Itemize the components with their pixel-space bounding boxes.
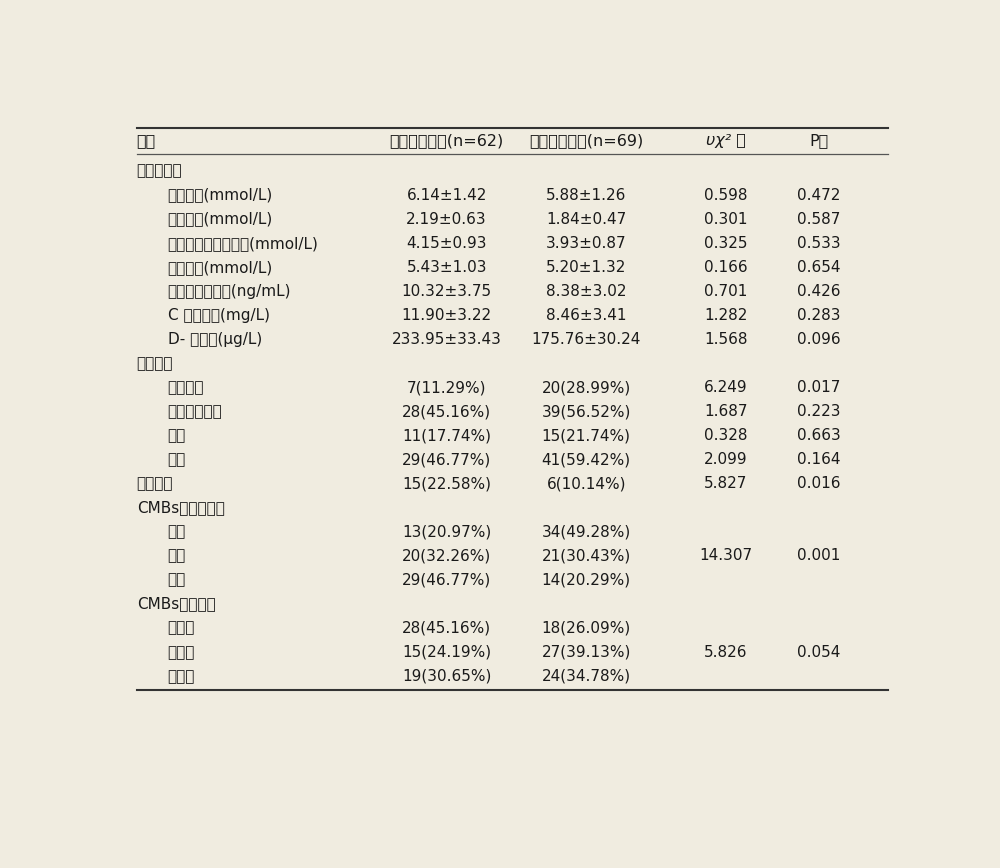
Text: 项目: 项目	[137, 134, 156, 148]
Text: 中度: 中度	[168, 549, 186, 563]
Text: 0.017: 0.017	[797, 380, 840, 395]
Text: 8.38±3.02: 8.38±3.02	[546, 284, 626, 299]
Text: 7(11.29%): 7(11.29%)	[407, 380, 486, 395]
Text: 5.88±1.26: 5.88±1.26	[546, 187, 626, 202]
Text: CMBs病灶数分级: CMBs病灶数分级	[137, 500, 224, 516]
Text: 18(26.09%): 18(26.09%)	[542, 621, 631, 635]
Text: 14.307: 14.307	[699, 549, 752, 563]
Text: 抗血小板聚集: 抗血小板聚集	[168, 404, 222, 419]
Text: 29(46.77%): 29(46.77%)	[402, 573, 491, 588]
Text: 24(34.78%): 24(34.78%)	[542, 668, 631, 684]
Text: 5.20±1.32: 5.20±1.32	[546, 260, 626, 275]
Text: 29(46.77%): 29(46.77%)	[402, 452, 491, 467]
Text: 0.164: 0.164	[797, 452, 840, 467]
Text: 15(24.19%): 15(24.19%)	[402, 645, 491, 660]
Text: 20(32.26%): 20(32.26%)	[402, 549, 491, 563]
Text: 14(20.29%): 14(20.29%)	[542, 573, 631, 588]
Text: 39(56.52%): 39(56.52%)	[541, 404, 631, 419]
Text: 0.663: 0.663	[797, 428, 840, 444]
Text: 13(20.97%): 13(20.97%)	[402, 524, 491, 539]
Text: 6.14±1.42: 6.14±1.42	[406, 187, 487, 202]
Text: 0.301: 0.301	[704, 212, 747, 227]
Text: 11(17.74%): 11(17.74%)	[402, 428, 491, 444]
Text: 6.249: 6.249	[704, 380, 747, 395]
Text: υχ² 值: υχ² 值	[706, 134, 746, 148]
Text: D- 二聚体(μg/L): D- 二聚体(μg/L)	[168, 332, 262, 347]
Text: 0.016: 0.016	[797, 477, 840, 491]
Text: 28(45.16%): 28(45.16%)	[402, 621, 491, 635]
Text: 0.654: 0.654	[797, 260, 840, 275]
Text: 预后不良亚组(n=62): 预后不良亚组(n=62)	[390, 134, 504, 148]
Text: 15(22.58%): 15(22.58%)	[402, 477, 491, 491]
Text: 11.90±3.22: 11.90±3.22	[402, 308, 492, 323]
Text: 15(21.74%): 15(21.74%)	[542, 428, 631, 444]
Text: P值: P值	[809, 134, 828, 148]
Text: 1.568: 1.568	[704, 332, 747, 347]
Text: 0.223: 0.223	[797, 404, 840, 419]
Text: 34(49.28%): 34(49.28%)	[542, 524, 631, 539]
Text: 10.32±3.75: 10.32±3.75	[402, 284, 492, 299]
Text: 0.587: 0.587	[797, 212, 840, 227]
Text: 0.283: 0.283	[797, 308, 840, 323]
Text: 空腹血糖(mmol/L): 空腹血糖(mmol/L)	[168, 260, 273, 275]
Text: 1.282: 1.282	[704, 308, 747, 323]
Text: 他汀: 他汀	[168, 452, 186, 467]
Text: 233.95±33.43: 233.95±33.43	[392, 332, 502, 347]
Text: 175.76±30.24: 175.76±30.24	[531, 332, 641, 347]
Text: 混合型: 混合型	[168, 668, 195, 684]
Text: 1.84±0.47: 1.84±0.47	[546, 212, 626, 227]
Text: 抗凝: 抗凝	[168, 428, 186, 444]
Text: 0.533: 0.533	[797, 236, 840, 251]
Text: 治疗方式: 治疗方式	[137, 356, 173, 371]
Text: 血同型半胱氨酸(ng/mL): 血同型半胱氨酸(ng/mL)	[168, 284, 291, 299]
Text: 轻度: 轻度	[168, 524, 186, 539]
Text: CMBs病灶分布: CMBs病灶分布	[137, 596, 215, 612]
Text: 6(10.14%): 6(10.14%)	[546, 477, 626, 491]
Text: 28(45.16%): 28(45.16%)	[402, 404, 491, 419]
Text: 1.687: 1.687	[704, 404, 747, 419]
Text: 0.701: 0.701	[704, 284, 747, 299]
Text: 预后良好亚组(n=69): 预后良好亚组(n=69)	[529, 134, 643, 148]
Text: 5.826: 5.826	[704, 645, 747, 660]
Text: 0.426: 0.426	[797, 284, 840, 299]
Text: 0.472: 0.472	[797, 187, 840, 202]
Text: 3.93±0.87: 3.93±0.87	[546, 236, 626, 251]
Text: 0.328: 0.328	[704, 428, 747, 444]
Text: 三酰甘油(mmol/L): 三酰甘油(mmol/L)	[168, 212, 273, 227]
Text: C 反应蛋白(mg/L): C 反应蛋白(mg/L)	[168, 308, 270, 323]
Text: 4.15±0.93: 4.15±0.93	[406, 236, 487, 251]
Text: 21(30.43%): 21(30.43%)	[542, 549, 631, 563]
Text: 5.827: 5.827	[704, 477, 747, 491]
Text: 总胆固醇(mmol/L): 总胆固醇(mmol/L)	[168, 187, 273, 202]
Text: 2.19±0.63: 2.19±0.63	[406, 212, 487, 227]
Text: 41(59.42%): 41(59.42%)	[542, 452, 631, 467]
Text: 27(39.13%): 27(39.13%)	[541, 645, 631, 660]
Text: 0.166: 0.166	[704, 260, 747, 275]
Text: 0.598: 0.598	[704, 187, 747, 202]
Text: 实验室检查: 实验室检查	[137, 163, 182, 179]
Text: 0.054: 0.054	[797, 645, 840, 660]
Text: 19(30.65%): 19(30.65%)	[402, 668, 491, 684]
Text: 脑叶型: 脑叶型	[168, 621, 195, 635]
Text: 5.43±1.03: 5.43±1.03	[406, 260, 487, 275]
Text: 静脉溶栓: 静脉溶栓	[168, 380, 204, 395]
Text: 出血转化: 出血转化	[137, 477, 173, 491]
Text: 2.099: 2.099	[704, 452, 747, 467]
Text: 8.46±3.41: 8.46±3.41	[546, 308, 626, 323]
Text: 20(28.99%): 20(28.99%)	[542, 380, 631, 395]
Text: 低密度脂蛋白胆固醇(mmol/L): 低密度脂蛋白胆固醇(mmol/L)	[168, 236, 318, 251]
Text: 深部型: 深部型	[168, 645, 195, 660]
Text: 0.325: 0.325	[704, 236, 747, 251]
Text: 0.096: 0.096	[797, 332, 840, 347]
Text: 0.001: 0.001	[797, 549, 840, 563]
Text: 重度: 重度	[168, 573, 186, 588]
